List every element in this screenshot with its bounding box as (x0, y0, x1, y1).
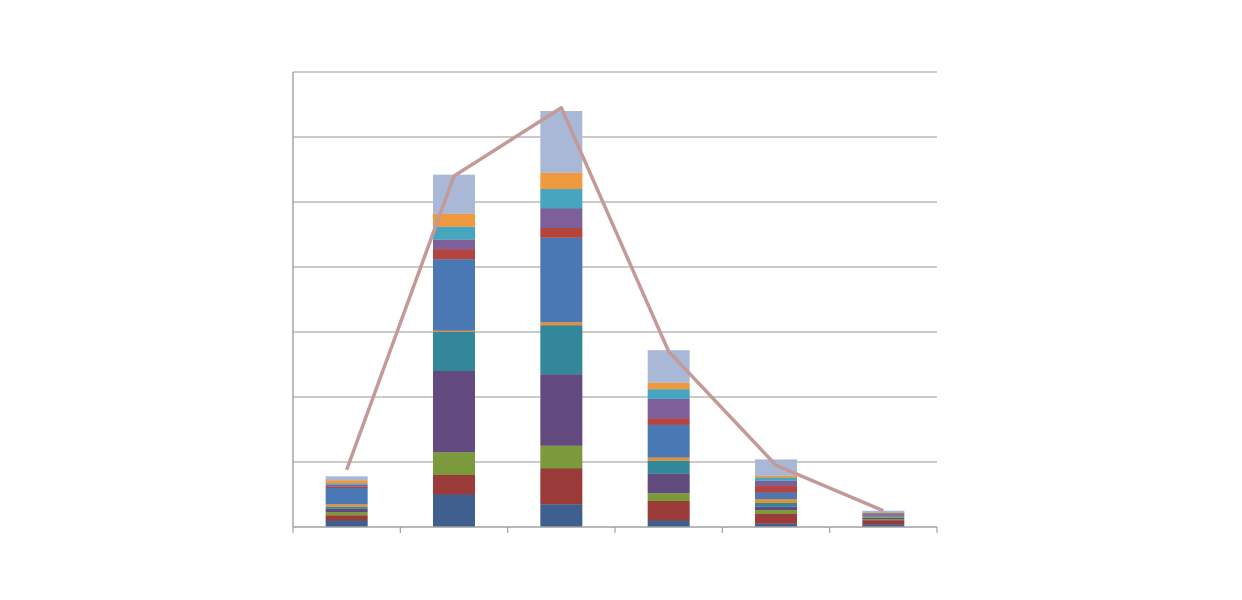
bar-segment (647, 398, 690, 419)
bar-segment (325, 504, 368, 507)
bar-segment (433, 475, 475, 495)
bar-segment (862, 519, 905, 521)
bar-segment (647, 493, 690, 501)
bar-segment (862, 512, 905, 514)
bar-segment (540, 504, 583, 527)
bar-segment (540, 374, 583, 446)
bar-segment (755, 510, 797, 514)
bar-segment (325, 515, 368, 521)
bar-segment (325, 488, 368, 505)
bar-segment (862, 524, 905, 527)
bar-segment (433, 330, 475, 332)
bar-segment (325, 506, 368, 509)
trend-line (345, 106, 885, 513)
bar-segment (540, 445, 583, 469)
bar-segment (862, 512, 905, 513)
bar-segment (647, 457, 690, 461)
bar-segment (647, 460, 690, 474)
bar-segment (325, 486, 368, 488)
bar-segment (540, 208, 583, 228)
bar-segment (755, 499, 797, 503)
bar-segment (540, 468, 583, 505)
bar-segment (540, 325, 583, 375)
bars (325, 111, 905, 527)
bar-segment (862, 517, 905, 520)
bar-segment (755, 502, 797, 507)
bar-segment (755, 523, 797, 527)
bar-segment (540, 172, 583, 189)
bar-segment (325, 520, 368, 527)
bar-segment (862, 510, 905, 513)
bar-segment (862, 513, 905, 515)
bar-segment (540, 228, 583, 238)
bar-segment (755, 475, 797, 478)
bar-segment (433, 226, 475, 240)
bar-segment (540, 237, 583, 323)
bar-segment (647, 424, 690, 458)
bar-segment (647, 418, 690, 425)
axes (292, 72, 938, 533)
bar-segment (325, 512, 368, 516)
bar-segment (433, 174, 475, 214)
bar-segment (647, 501, 690, 521)
bar-segment (755, 492, 797, 500)
bar-segment (325, 476, 368, 481)
bar-segment (433, 332, 475, 371)
bar-segment (755, 480, 797, 487)
bar-segment (862, 516, 905, 518)
bar-segment (325, 508, 368, 513)
trend-line-layer (345, 106, 885, 513)
bar-segment (433, 239, 475, 250)
bar-segment (433, 371, 475, 453)
bar-segment (540, 189, 583, 209)
bar-segment (647, 389, 690, 399)
bar-segment (325, 483, 368, 485)
bar-segment (540, 322, 583, 326)
bar-segment (755, 514, 797, 524)
bar-segment (433, 259, 475, 331)
bar-segment (433, 249, 475, 260)
bar-segment (647, 520, 690, 527)
bar-segment (433, 213, 475, 227)
bar-segment (862, 515, 905, 517)
bar-segment (862, 517, 905, 518)
bar-segment (755, 477, 797, 481)
bar-segment (433, 494, 475, 527)
bar-segment (862, 514, 905, 516)
bar-segment (755, 486, 797, 493)
bar-segment (433, 452, 475, 475)
bar-segment (647, 473, 690, 494)
bar-segment (325, 484, 368, 487)
bar-segment (862, 520, 905, 525)
bar-segment (325, 480, 368, 484)
bar-segment (755, 506, 797, 511)
gridlines (293, 71, 937, 463)
bar-segment (647, 382, 690, 390)
